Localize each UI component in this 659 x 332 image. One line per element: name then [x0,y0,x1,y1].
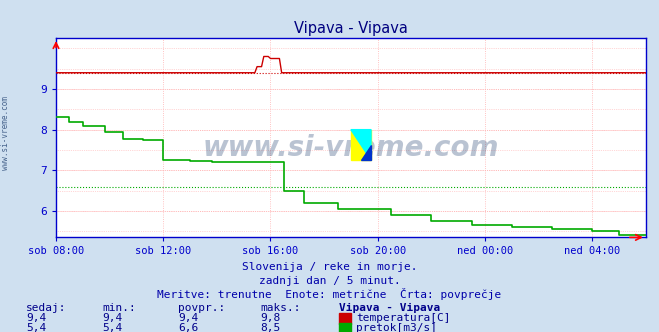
Text: min.:: min.: [102,303,136,313]
Bar [351,130,371,160]
Text: 5,4: 5,4 [26,323,47,332]
Title: Vipava - Vipava: Vipava - Vipava [294,21,408,36]
Text: pretok[m3/s]: pretok[m3/s] [356,323,437,332]
Text: sedaj:: sedaj: [26,303,67,313]
Text: 9,4: 9,4 [178,313,198,323]
Polygon shape [351,130,371,160]
Text: 9,4: 9,4 [26,313,47,323]
Text: povpr.:: povpr.: [178,303,225,313]
Text: temperatura[C]: temperatura[C] [356,313,450,323]
Text: Vipava - Vipava: Vipava - Vipava [339,303,441,313]
Text: maks.:: maks.: [260,303,301,313]
Text: 9,4: 9,4 [102,313,123,323]
Text: Slovenija / reke in morje.: Slovenija / reke in morje. [242,262,417,272]
Text: 5,4: 5,4 [102,323,123,332]
Text: Meritve: trenutne  Enote: metrične  Črta: povprečje: Meritve: trenutne Enote: metrične Črta: … [158,288,501,300]
Text: 9,8: 9,8 [260,313,281,323]
Text: zadnji dan / 5 minut.: zadnji dan / 5 minut. [258,276,401,286]
Polygon shape [361,145,371,160]
Text: 6,6: 6,6 [178,323,198,332]
Text: www.si-vreme.com: www.si-vreme.com [203,134,499,162]
Text: 8,5: 8,5 [260,323,281,332]
Text: www.si-vreme.com: www.si-vreme.com [1,96,10,170]
